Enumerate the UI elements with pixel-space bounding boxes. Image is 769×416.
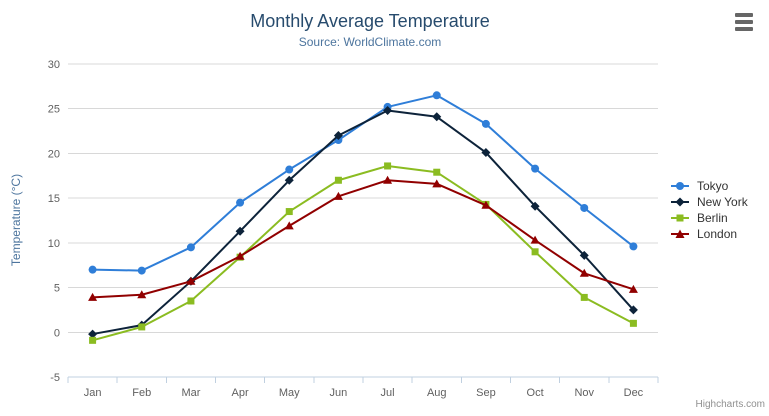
credits-link[interactable]: Highcharts.com [695, 399, 765, 410]
series-marker-london[interactable] [432, 179, 442, 188]
chart-title: Monthly Average Temperature [250, 11, 490, 31]
export-menu-button[interactable] [733, 11, 757, 33]
series-line-berlin[interactable] [91, 164, 635, 342]
series-marker-new-york[interactable] [333, 131, 343, 141]
legend-item-new-york[interactable]: New York [670, 194, 748, 210]
y-tick-label: 0 [54, 327, 60, 339]
series-marker-london[interactable] [186, 276, 196, 285]
y-tick-label: 25 [48, 104, 60, 116]
series-marker-new-york[interactable] [481, 148, 491, 158]
x-tick-label: Sep [476, 387, 496, 399]
x-tick-label: Jan [84, 387, 102, 399]
x-tick-label: Jun [330, 387, 348, 399]
y-tick-label: 30 [48, 59, 60, 71]
series-marker-tokyo[interactable] [432, 91, 441, 100]
x-tick-label: Dec [624, 387, 644, 399]
circle-marker-icon [671, 182, 689, 190]
legend-item-london[interactable]: London [670, 226, 748, 242]
series-marker-berlin[interactable] [433, 168, 441, 176]
series-marker-london[interactable] [579, 268, 589, 277]
series-marker-berlin[interactable] [384, 162, 392, 170]
series-marker-london[interactable] [333, 191, 343, 200]
legend-item-berlin[interactable]: Berlin [670, 210, 748, 226]
legend-item-tokyo[interactable]: Tokyo [670, 178, 748, 194]
series-marker-london[interactable] [284, 221, 294, 230]
series-marker-new-york[interactable] [284, 175, 294, 185]
series-marker-new-york[interactable] [235, 226, 245, 236]
series-marker-new-york[interactable] [432, 112, 442, 122]
series-marker-london[interactable] [88, 292, 98, 301]
series-marker-london[interactable] [137, 290, 147, 299]
series-marker-new-york[interactable] [88, 329, 98, 339]
series-marker-london[interactable] [383, 175, 393, 184]
series-marker-berlin[interactable] [187, 297, 195, 305]
series-marker-tokyo[interactable] [481, 119, 490, 128]
x-tick-label: Nov [574, 387, 594, 399]
chart-subtitle: Source: WorldClimate.com [298, 35, 442, 49]
series-marker-london[interactable] [530, 235, 540, 244]
series-marker-berlin[interactable] [285, 208, 293, 216]
series-marker-new-york[interactable] [579, 250, 589, 260]
y-tick-label: 15 [48, 193, 60, 205]
series-marker-tokyo[interactable] [88, 265, 97, 274]
series-marker-berlin[interactable] [334, 176, 342, 184]
square-marker-icon [671, 214, 689, 222]
series-marker-tokyo[interactable] [236, 198, 245, 207]
series-line-new-york[interactable] [91, 109, 635, 336]
series-line-london[interactable] [91, 179, 635, 299]
x-tick-label: May [279, 387, 300, 399]
hamburger-icon [735, 13, 753, 31]
triangle-marker-icon [671, 229, 689, 238]
series-marker-tokyo[interactable] [137, 266, 146, 275]
y-tick-label: 20 [48, 148, 60, 160]
series-marker-berlin[interactable] [629, 319, 637, 327]
series-marker-tokyo[interactable] [285, 165, 294, 174]
series-marker-new-york[interactable] [628, 305, 638, 315]
legend-label-london: London [697, 227, 738, 241]
x-tick-label: Jul [381, 387, 395, 399]
series-marker-tokyo[interactable] [186, 243, 195, 252]
y-tick-label: -5 [50, 372, 60, 384]
series-marker-berlin[interactable] [89, 336, 97, 344]
series-marker-london[interactable] [481, 200, 491, 209]
series-line-tokyo[interactable] [91, 94, 635, 272]
series-marker-london[interactable] [235, 251, 245, 260]
series-marker-berlin[interactable] [531, 248, 539, 256]
x-tick-label: Oct [527, 387, 544, 399]
x-tick-label: Apr [232, 387, 249, 399]
series-marker-berlin[interactable] [138, 323, 146, 331]
series-marker-london[interactable] [628, 284, 638, 293]
y-tick-label: 5 [54, 283, 60, 295]
diamond-marker-icon [671, 197, 689, 207]
legend-label-berlin: Berlin [697, 211, 728, 225]
x-tick-label: Aug [427, 387, 447, 399]
series-marker-berlin[interactable] [580, 293, 588, 301]
series-marker-tokyo[interactable] [580, 203, 589, 212]
x-tick-label: Feb [132, 387, 151, 399]
legend-label-new-york: New York [697, 195, 748, 209]
x-tick-label: Mar [181, 387, 200, 399]
y-tick-label: 10 [48, 238, 60, 250]
series-marker-tokyo[interactable] [531, 164, 540, 173]
series-marker-new-york[interactable] [530, 201, 540, 211]
series-marker-tokyo[interactable] [629, 242, 638, 251]
legend: Tokyo New York Berlin London [670, 178, 748, 242]
legend-label-tokyo: Tokyo [697, 179, 729, 193]
series-marker-new-york[interactable] [383, 106, 393, 116]
